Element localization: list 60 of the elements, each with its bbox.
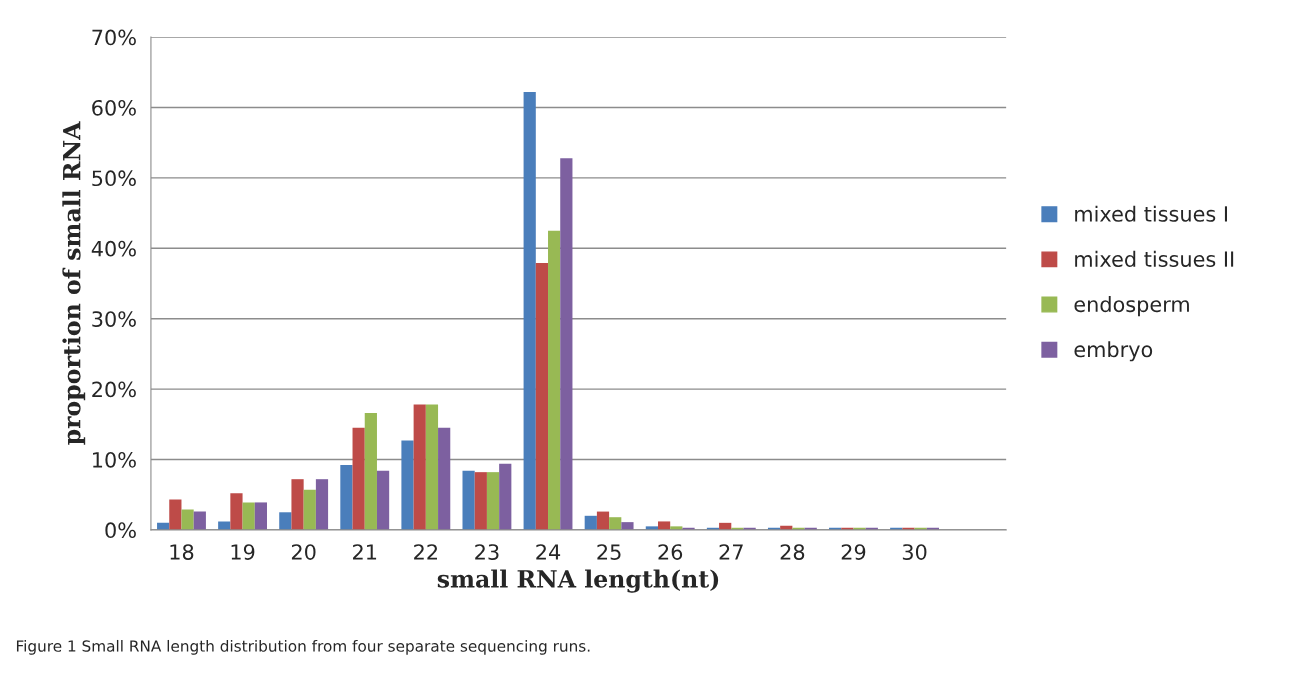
y-tick-label: 70%	[92, 29, 136, 46]
bar	[413, 404, 426, 530]
x-tick-label: 25	[597, 544, 621, 560]
x-tick-label: 20	[291, 544, 316, 560]
bar	[560, 158, 573, 530]
x-tick-label: 30	[902, 544, 927, 560]
x-tick-label: 28	[780, 544, 805, 560]
bar	[535, 263, 549, 530]
bar	[230, 493, 243, 530]
x-tick-label: 26	[658, 544, 683, 560]
y-tick-label: 20%	[92, 381, 136, 398]
x-tick-label: 18	[170, 544, 194, 560]
bar	[181, 509, 194, 530]
bar	[523, 92, 536, 530]
bar	[657, 521, 671, 530]
bar	[352, 427, 365, 530]
x-tick-label: 21	[353, 544, 377, 560]
bar	[401, 440, 414, 530]
legend-label: endosperm	[1074, 296, 1189, 317]
bar	[279, 512, 292, 530]
bar	[340, 465, 353, 530]
y-tick-label: 40%	[91, 240, 136, 257]
x-tick-label: 24	[536, 544, 561, 560]
legend-label: embryo	[1074, 341, 1153, 362]
bar	[364, 413, 377, 530]
y-axis-title: proportion of small RNA	[62, 121, 86, 445]
bar	[242, 502, 255, 530]
legend-label: mixed tissues II	[1075, 250, 1234, 267]
y-tick-label: 50%	[92, 170, 136, 187]
bar	[596, 511, 610, 530]
bar	[584, 515, 597, 530]
bar	[499, 463, 512, 530]
bar	[425, 404, 439, 530]
x-axis-title: small RNA length(nt)	[437, 569, 719, 593]
x-tick-label: 19	[231, 544, 255, 560]
x-tick-label: 27	[719, 544, 743, 560]
bar	[193, 511, 206, 530]
legend-label: mixed tissues I	[1075, 205, 1227, 222]
bar	[548, 230, 561, 530]
bar	[315, 479, 329, 530]
caption: Figure 1 Small RNA length distribution from four separate sequencing runs.	[16, 639, 590, 655]
bar	[291, 479, 304, 530]
bar	[609, 517, 622, 530]
y-tick-label: 60%	[92, 99, 136, 116]
bar	[486, 472, 500, 530]
y-tick-label: 0%	[105, 522, 136, 539]
bar	[303, 489, 316, 530]
y-tick-label: 30%	[92, 311, 136, 327]
bar	[254, 502, 267, 530]
bar	[218, 521, 231, 530]
x-tick-label: 22	[414, 544, 438, 560]
x-tick-label: 29	[841, 544, 866, 560]
bar	[621, 522, 634, 530]
x-tick-label: 23	[475, 544, 499, 560]
bar	[438, 427, 451, 530]
bar	[169, 499, 182, 530]
bar	[462, 470, 475, 530]
y-tick-label: 10%	[93, 451, 136, 468]
bar	[474, 472, 487, 530]
bar	[376, 470, 390, 530]
